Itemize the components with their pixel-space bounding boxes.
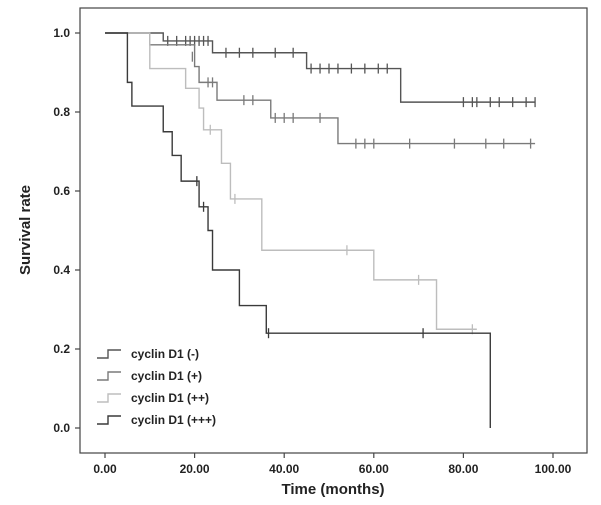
legend-label: cyclin D1 (+++) (131, 413, 216, 427)
legend-item: cyclin D1 (+++) (97, 413, 216, 427)
x-tick-label: 40.00 (269, 462, 299, 476)
legend-swatch (97, 393, 121, 403)
y-axis-title: Survival rate (17, 185, 34, 275)
y-axis-ticks: 0.0 0.2 0.4 0.6 0.8 1.0 (53, 26, 80, 435)
y-tick-label: 0.0 (53, 421, 70, 435)
x-tick-label: 100.00 (535, 462, 572, 476)
legend-label: cyclin D1 (+) (131, 369, 202, 383)
series-line (105, 32, 477, 330)
legend-item: cyclin D1 (-) (97, 347, 199, 361)
x-axis-title: Time (months) (281, 481, 384, 498)
x-tick-label: 0.00 (93, 462, 117, 476)
series-line (105, 32, 491, 428)
y-tick-label: 0.2 (53, 342, 70, 356)
legend-swatch (97, 415, 121, 425)
legend-item: cyclin D1 (+) (97, 369, 202, 383)
series-layer (105, 32, 536, 428)
legend: cyclin D1 (-) cyclin D1 (+) cyclin D1 (++)… (97, 347, 216, 427)
y-tick-label: 1.0 (53, 26, 70, 40)
x-tick-label: 60.00 (359, 462, 389, 476)
legend-swatch (97, 349, 121, 359)
series-2 (105, 32, 536, 149)
x-axis-ticks: 0.00 20.00 40.00 60.00 80.00 100.00 (93, 453, 572, 476)
legend-swatch (97, 371, 121, 381)
series-3 (105, 32, 477, 335)
legend-label: cyclin D1 (++) (131, 391, 209, 405)
plot-frame (79, 7, 588, 454)
y-tick-label: 0.6 (53, 184, 70, 198)
series-4 (105, 32, 491, 428)
x-tick-label: 20.00 (180, 462, 210, 476)
series-line (105, 32, 536, 103)
series-line (105, 32, 536, 145)
series-1 (105, 32, 536, 108)
legend-label: cyclin D1 (-) (131, 347, 199, 361)
legend-item: cyclin D1 (++) (97, 391, 209, 405)
x-tick-label: 80.00 (448, 462, 478, 476)
y-tick-label: 0.8 (53, 105, 70, 119)
y-tick-label: 0.4 (53, 263, 70, 277)
